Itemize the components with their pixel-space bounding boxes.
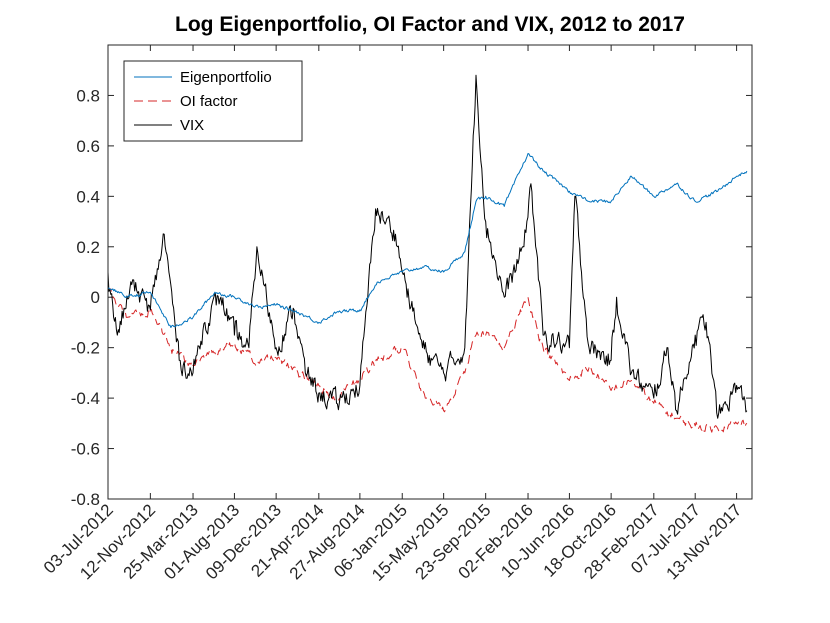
y-tick-label: -0.6	[71, 440, 100, 459]
legend-label: VIX	[180, 117, 204, 134]
y-tick-label: 0.8	[76, 86, 100, 105]
y-tick-label: 0.2	[76, 238, 100, 257]
y-tick-label: 0.6	[76, 137, 100, 156]
series-line-eigenportfolio	[107, 153, 748, 328]
y-axis: -0.8 -0.6 -0.4 -0.2 0 0.2 0.4 0.6 0.8	[71, 86, 752, 509]
y-tick-label: -0.8	[71, 490, 100, 509]
chart-title: Log Eigenportfolio, OI Factor and VIX, 2…	[175, 13, 685, 36]
y-tick-label: 0	[91, 288, 100, 307]
plot-frame	[107, 44, 753, 500]
y-tick-label: 0.4	[76, 187, 100, 206]
y-tick-label: -0.2	[71, 339, 100, 358]
legend: Eigenportfolio OI factor VIX	[123, 60, 303, 142]
legend-label: OI factor	[180, 93, 238, 110]
series-line-vix	[107, 74, 748, 419]
legend-label: Eigenportfolio	[180, 69, 272, 86]
series-lines	[107, 74, 748, 434]
y-tick-label: -0.4	[71, 389, 100, 408]
series-line-oi-factor	[107, 286, 748, 434]
